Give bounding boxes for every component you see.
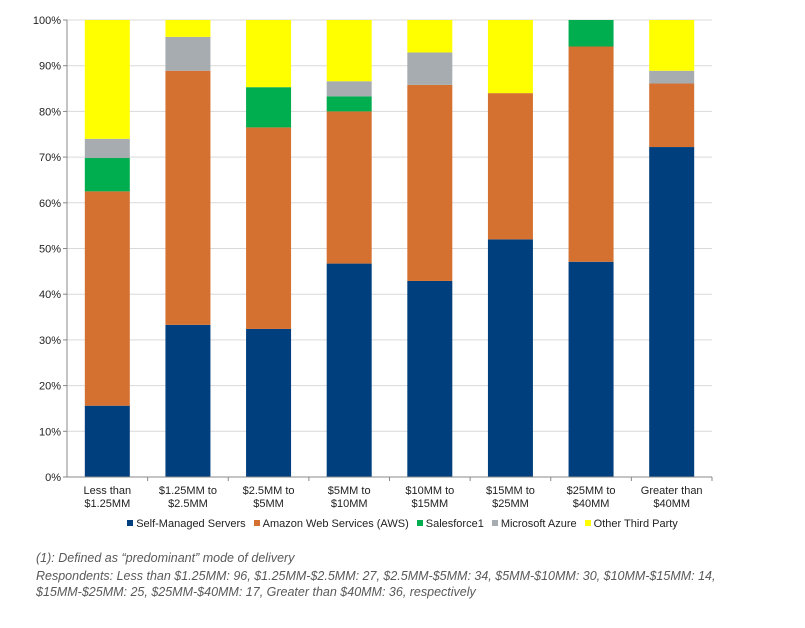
- bar-segment: [84, 20, 130, 139]
- axes: 0% 10% 20% 30% 40% 50% 60% 70% 80% 90% 100% Less th…: [33, 15, 713, 510]
- bar-segment: [246, 127, 292, 329]
- gridlines: [67, 19, 712, 432]
- y-tick-label: 80%: [39, 106, 61, 118]
- footnote-definition: (1): Defined as “predominant” mode of de…: [36, 551, 295, 565]
- bar-segment: [165, 70, 211, 325]
- legend-label: Other Third Party: [593, 518, 678, 530]
- x-tick-label: $10MM to: [405, 485, 454, 497]
- bar-segment: [407, 84, 453, 281]
- x-tick-label: $40MM: [653, 498, 690, 510]
- legend-label: Salesforce1: [425, 518, 484, 530]
- bar-segment: [84, 138, 130, 159]
- x-tick-label: $15MM: [411, 498, 448, 510]
- y-tick-label: 60%: [39, 198, 61, 210]
- y-tick-label: 0%: [45, 472, 61, 484]
- y-tick-label: 30%: [39, 335, 61, 347]
- bar-segment: [649, 83, 695, 148]
- footnote-respondents-line2: $15MM-$25MM: 25, $25MM-$40MM: 17, Greate…: [36, 585, 476, 599]
- legend-label: Microsoft Azure: [500, 518, 577, 530]
- bar-segment: [326, 20, 372, 82]
- x-tick-label: $1.25MM: [84, 498, 130, 510]
- bar-segment: [568, 261, 614, 477]
- bar-segment: [487, 93, 533, 240]
- x-tick-label: $15MM to: [486, 485, 535, 497]
- bar-segment: [568, 46, 614, 262]
- footnote-respondents-line1: Respondents: Less than $1.25MM: 96, $1.2…: [36, 569, 716, 583]
- legend-label: Amazon Web Services (AWS): [262, 518, 409, 530]
- legend-swatch: [416, 520, 423, 526]
- bar-segment: [84, 405, 130, 477]
- x-tick-label: $5MM to: [328, 485, 371, 497]
- bar-segment: [568, 20, 614, 47]
- y-tick-label: 10%: [39, 426, 61, 438]
- bar-segment: [246, 20, 292, 88]
- stacked-bar-chart: 0% 10% 20% 30% 40% 50% 60% 70% 80% 90% 100% Less th…: [33, 15, 713, 510]
- legend-item: Self-Managed Servers: [127, 518, 246, 530]
- legend-swatch: [491, 520, 498, 526]
- legend-item: Amazon Web Services (AWS): [253, 518, 409, 530]
- legend-swatch: [253, 520, 260, 526]
- bar-segment: [407, 20, 453, 53]
- legend-item: Microsoft Azure: [491, 518, 577, 530]
- bar-segment: [407, 280, 453, 477]
- y-tick-label: 20%: [39, 381, 61, 393]
- legend-item: Salesforce1: [416, 518, 484, 530]
- bar-segment: [326, 263, 372, 477]
- y-tick-label: 50%: [39, 244, 61, 256]
- bar-segment: [84, 191, 130, 406]
- y-tick-label: 70%: [39, 152, 61, 164]
- bar-segment: [487, 20, 533, 94]
- x-tick-label: Less than: [83, 485, 131, 497]
- x-tick-label: $2.5MM: [168, 498, 208, 510]
- bar-segment: [165, 36, 211, 71]
- x-tick-label: $25MM to: [567, 485, 616, 497]
- legend-swatch: [584, 520, 591, 526]
- bar-segment: [246, 328, 292, 477]
- bar-segment: [326, 96, 372, 112]
- bar-segment: [649, 147, 695, 477]
- x-tick-label: $2.5MM to: [243, 485, 295, 497]
- bar-segment: [649, 70, 695, 84]
- x-tick-label: Greater than: [641, 485, 703, 497]
- legend-swatch: [127, 520, 134, 526]
- bar-segment: [326, 81, 372, 97]
- legend-label: Self-Managed Servers: [136, 518, 246, 530]
- bar-series: [84, 20, 695, 477]
- x-tick-label: $1.25MM to: [159, 485, 217, 497]
- x-tick-label: $10MM: [331, 498, 368, 510]
- y-tick-label: 100%: [33, 15, 61, 27]
- bar-segment: [649, 20, 695, 71]
- bar-segment: [487, 239, 533, 477]
- bar-segment: [84, 158, 130, 192]
- bar-segment: [165, 20, 211, 37]
- bar-segment: [165, 324, 211, 477]
- x-tick-label: $25MM: [492, 498, 529, 510]
- x-tick-label: $40MM: [573, 498, 610, 510]
- legend-item: Other Third Party: [584, 518, 678, 530]
- bar-segment: [326, 111, 372, 264]
- chart-legend: Self-Managed Servers Amazon Web Services …: [0, 518, 805, 530]
- bar-segment: [407, 52, 453, 85]
- y-tick-label: 90%: [39, 61, 61, 73]
- x-tick-label: $5MM: [253, 498, 284, 510]
- y-tick-label: 40%: [39, 289, 61, 301]
- bar-segment: [246, 87, 292, 128]
